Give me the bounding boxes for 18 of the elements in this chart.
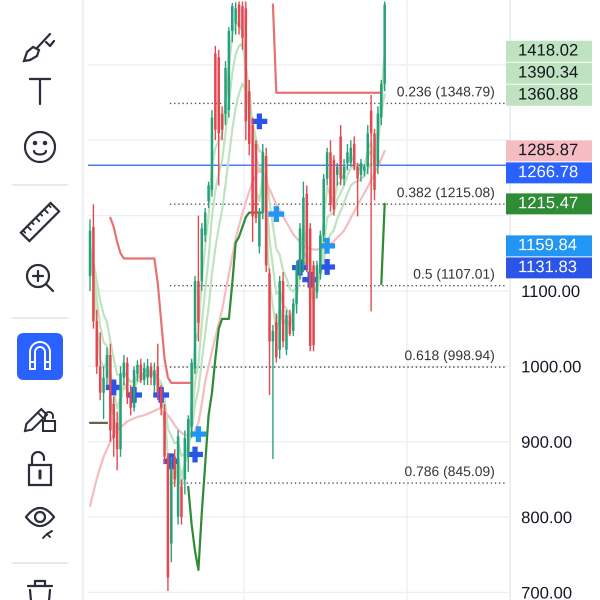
ref-line-label: 1266.78 <box>519 166 578 178</box>
ref-line-label: 0.618 (998.94) <box>405 350 494 363</box>
ref-line-label: 0.382 (1215.08) <box>397 187 494 200</box>
text: 1418.02 <box>519 44 578 56</box>
text: 1360.88 <box>519 88 578 100</box>
text: 1159.84 <box>519 238 577 250</box>
text: 1285.87 <box>519 144 578 156</box>
text: 1131.83 <box>519 260 576 272</box>
y-tick-label: 1000.00 <box>522 360 581 373</box>
y-tick-label: 800.00 <box>522 511 572 524</box>
text: 1390.34 <box>519 66 578 78</box>
text: 1215.47 <box>519 196 578 208</box>
ref-line-label: 0.5 (1107.01) <box>414 268 494 282</box>
ref-line-label: 0.236 (1348.79) <box>397 86 494 100</box>
y-tick-label: 700.00 <box>522 586 572 599</box>
y-tick-label: 1100.00 <box>522 285 580 298</box>
ref-line-label: 0.786 (845.09) <box>405 466 494 479</box>
y-tick-label: 900.00 <box>522 436 572 448</box>
